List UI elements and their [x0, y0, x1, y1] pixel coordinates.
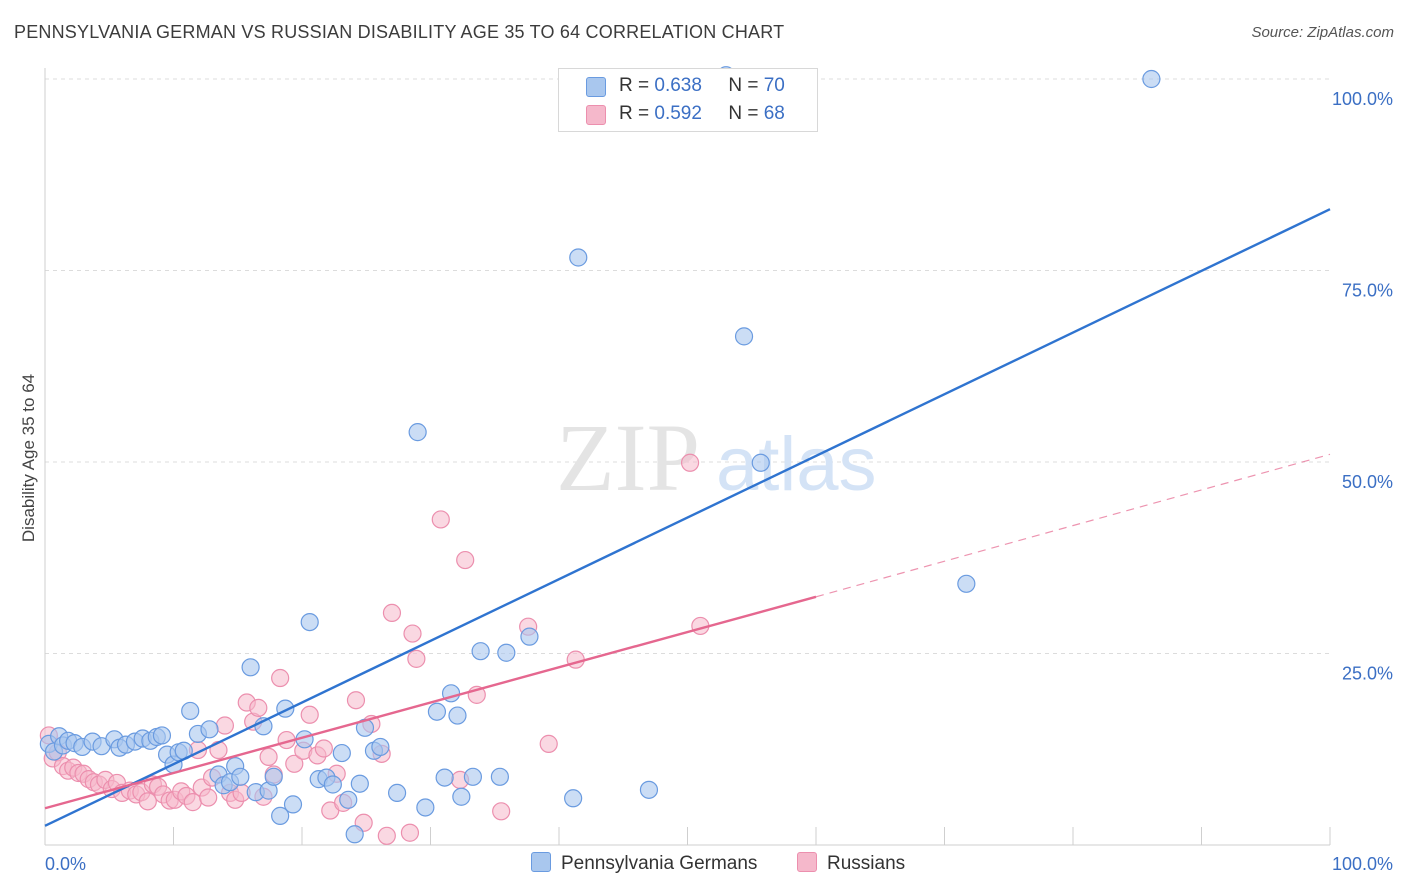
data-point-pennsylvania-germans [734, 327, 754, 346]
data-point-pennsylvania-germans [271, 806, 290, 825]
data-point-pennsylvania-germans [264, 767, 283, 786]
trend-line-russians [44, 595, 817, 810]
data-point-pennsylvania-germans [471, 642, 490, 661]
y-tick-label: 50.0% [1342, 472, 1393, 492]
data-point-pennsylvania-germans [435, 768, 454, 787]
data-point-russians [183, 793, 202, 812]
data-point-russians [209, 740, 228, 760]
x-tick-label: 0.0% [45, 854, 86, 874]
data-point-russians [300, 705, 319, 724]
data-point-russians [377, 826, 396, 845]
legend-swatch-blue [531, 852, 551, 872]
legend-label: Pennsylvania Germans [561, 853, 758, 874]
n-value: 68 [763, 103, 785, 124]
data-point-russians [400, 823, 420, 842]
data-point-russians [539, 734, 558, 753]
data-point-pennsylvania-germans [332, 743, 351, 763]
data-point-pennsylvania-germans [416, 798, 435, 817]
n-label: N = [728, 75, 759, 96]
data-point-pennsylvania-germans [452, 787, 471, 806]
data-point-russians [285, 754, 304, 773]
y-tick-label: 100.0% [1332, 89, 1393, 109]
chart-title: PENNSYLVANIA GERMAN VS RUSSIAN DISABILIT… [14, 22, 785, 42]
data-point-russians [456, 550, 475, 570]
data-point-pennsylvania-germans [323, 775, 342, 794]
data-point-pennsylvania-germans [283, 795, 303, 814]
grid-lines [45, 78, 1330, 654]
data-point-pennsylvania-germans [339, 790, 358, 809]
data-point-russians [249, 698, 268, 717]
y-tick-label: 75.0% [1342, 281, 1393, 301]
data-point-pennsylvania-germans [520, 627, 539, 646]
data-point-pennsylvania-germans [200, 720, 219, 739]
data-point-pennsylvania-germans [408, 423, 427, 442]
n-label: N = [728, 103, 759, 124]
data-point-pennsylvania-germans [152, 726, 172, 745]
correlation-legend: R = 0.638 N = 70 R = 0.592 N = 68 [558, 68, 818, 132]
data-point-russians [199, 788, 218, 807]
legend-label: Russians [827, 853, 906, 874]
data-point-pennsylvania-germans [569, 248, 588, 267]
data-point-pennsylvania-germans [564, 789, 583, 808]
data-point-pennsylvania-germans [387, 783, 407, 803]
data-point-pennsylvania-germans [350, 774, 369, 793]
watermark-zip: ZIP [556, 404, 700, 511]
pennsylvania-germans-series [39, 66, 1161, 844]
r-label: R = [619, 75, 650, 96]
data-point-russians [492, 802, 511, 821]
data-point-russians [259, 747, 278, 767]
data-point-pennsylvania-germans [231, 767, 250, 786]
trend-lines [44, 208, 1331, 827]
data-point-pennsylvania-germans [427, 702, 447, 721]
data-point-pennsylvania-germans [345, 825, 364, 844]
legend-swatch-pink [797, 852, 817, 872]
r-value: 0.592 [654, 103, 702, 124]
data-point-russians [431, 510, 450, 529]
legend-item-pennsylvania-germans: Pennsylvania Germans [531, 852, 757, 876]
data-point-russians [314, 739, 333, 758]
tick-labels: 25.0% 50.0% 75.0% 100.0% 0.0% 100.0% [45, 89, 1393, 874]
legend-swatch-pink [586, 105, 606, 125]
russians-series [39, 453, 710, 845]
data-point-pennsylvania-germans [497, 643, 516, 662]
legend-swatch-blue [586, 77, 606, 97]
data-point-russians [138, 792, 157, 811]
data-point-pennsylvania-germans [1142, 69, 1161, 89]
data-point-pennsylvania-germans [490, 767, 509, 786]
data-point-russians [271, 668, 290, 688]
y-tick-label: 25.0% [1342, 664, 1393, 684]
data-point-pennsylvania-germans [639, 780, 659, 799]
data-point-pennsylvania-germans [181, 701, 200, 721]
x-tick-label: 100.0% [1332, 854, 1393, 874]
y-axis-label: Disability Age 35 to 64 [19, 374, 38, 542]
data-point-pennsylvania-germans [300, 612, 319, 632]
r-label: R = [619, 103, 650, 124]
data-point-pennsylvania-germans [957, 574, 976, 593]
n-value: 70 [763, 75, 785, 96]
watermark: ZIP atlas [556, 404, 877, 511]
data-point-russians [680, 453, 700, 472]
data-point-pennsylvania-germans [371, 737, 390, 757]
r-value: 0.638 [654, 75, 702, 96]
data-point-pennsylvania-germans [463, 767, 483, 786]
data-point-russians [215, 716, 234, 735]
data-point-pennsylvania-germans [241, 658, 260, 677]
data-point-pennsylvania-germans [751, 453, 770, 472]
trend-line-russians-extension [815, 453, 1331, 598]
axes [44, 68, 1331, 846]
source-label: Source: ZipAtlas.com [1251, 24, 1394, 41]
trend-line-pennsylvania-germans [44, 208, 1331, 827]
data-point-russians [407, 649, 426, 668]
data-point-russians [382, 603, 402, 623]
data-point-russians [403, 624, 422, 643]
legend-item-russians: Russians [797, 852, 905, 876]
data-point-pennsylvania-germans [448, 706, 467, 725]
data-point-russians [346, 691, 366, 710]
